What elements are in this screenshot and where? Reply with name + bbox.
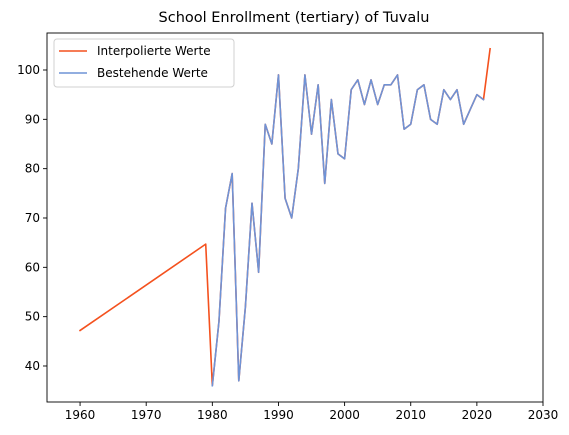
legend-label-2: Bestehende Werte (97, 66, 208, 80)
x-tick-label: 1990 (263, 408, 294, 422)
legend: Interpolierte Werte Bestehende Werte (53, 38, 235, 88)
x-tick-label: 1960 (65, 408, 96, 422)
x-tick-label: 2030 (528, 408, 559, 422)
x-tick-label: 1980 (197, 408, 228, 422)
series-line-1 (78, 47, 491, 387)
y-tick-label: 100 (17, 63, 40, 77)
y-tick-label: 40 (25, 359, 40, 373)
y-tick-label: 70 (25, 211, 40, 225)
legend-label-1: Interpolierte Werte (97, 44, 211, 58)
legend-frame (53, 38, 235, 88)
chart-title: School Enrollment (tertiary) of Tuvalu (159, 10, 430, 26)
x-tick-label: 1970 (131, 408, 162, 422)
plot-area (78, 47, 491, 387)
x-tick-label: 2010 (395, 408, 426, 422)
series-line-2 (211, 74, 485, 387)
axes-frame (46, 32, 544, 403)
axes: 1960 1970 1980 1990 2000 2010 2020 2030 40 50 60 70… (17, 32, 559, 422)
x-tick-label: 2000 (329, 408, 360, 422)
y-tick-label: 60 (25, 260, 40, 274)
x-tick-label: 2020 (462, 408, 493, 422)
y-tick-label: 90 (25, 112, 40, 126)
y-tick-label: 50 (25, 310, 40, 324)
y-tick-label: 80 (25, 162, 40, 176)
